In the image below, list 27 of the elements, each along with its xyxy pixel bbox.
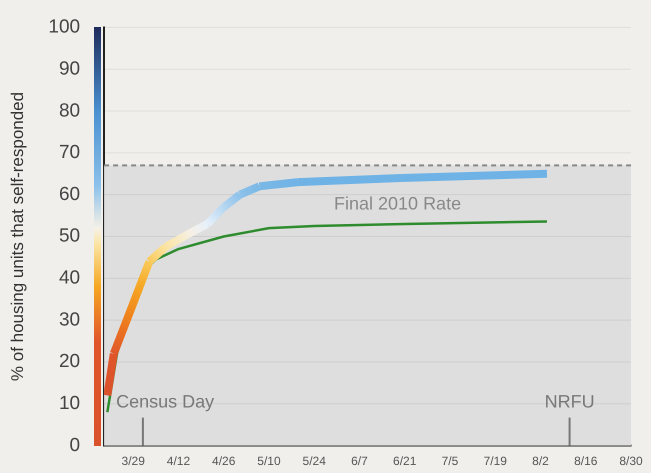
- x-tick-label: 3/29: [122, 454, 146, 468]
- x-tick-label: 8/16: [574, 454, 598, 468]
- y-tick-label: 30: [58, 309, 80, 330]
- x-tick-label: 7/19: [484, 454, 508, 468]
- y-tick-label: 70: [58, 142, 80, 164]
- y-tick-label: 100: [48, 16, 80, 38]
- ref-line-label: Census Day: [116, 392, 214, 412]
- y-tick-label: 10: [58, 393, 80, 414]
- x-tick-label: 5/24: [302, 454, 326, 468]
- x-tick-label: 8/2: [532, 454, 550, 468]
- y-tick-label: 0: [70, 434, 80, 456]
- x-tick-label: 6/7: [351, 454, 368, 468]
- y-tick-label: 40: [58, 268, 80, 289]
- y-tick-label: 50: [58, 226, 80, 247]
- x-tick-label: 7/5: [442, 454, 459, 468]
- y-tick-label: 80: [58, 100, 80, 122]
- y-tick-label: 60: [58, 184, 80, 205]
- x-tick-label: 5/10: [257, 454, 281, 468]
- x-tick-label: 8/30: [619, 454, 643, 468]
- y-tick-label: 90: [58, 58, 80, 80]
- ref-line-label: Final 2010 Rate: [334, 193, 462, 214]
- x-tick-label: 6/21: [393, 454, 417, 468]
- x-tick-label: 4/12: [166, 454, 190, 468]
- x-tick-label: 4/26: [212, 454, 236, 468]
- y-tick-label: 20: [58, 351, 80, 372]
- ref-line-label: NRFU: [544, 392, 595, 412]
- y-axis-title: % of housing units that self-responded: [8, 92, 27, 382]
